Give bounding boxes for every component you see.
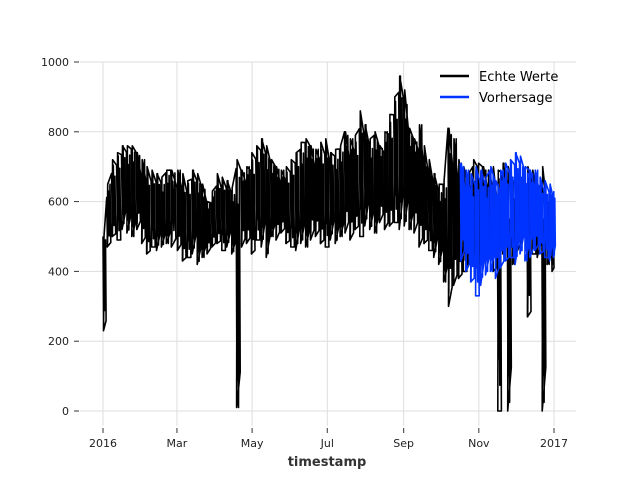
- x-tick-label: Jul: [320, 437, 334, 450]
- legend-label: Echte Werte: [479, 70, 558, 85]
- y-tick-label: 800: [48, 126, 69, 139]
- legend: Echte Werte Vorhersage: [440, 70, 558, 106]
- x-axis-ticks: 2016 Mar May Jul Sep Nov 2017: [89, 428, 568, 450]
- series-vorhersage: [459, 151, 557, 297]
- x-tick-label: 2017: [540, 437, 568, 450]
- y-tick-label: 1000: [41, 56, 69, 69]
- y-tick-label: 200: [48, 335, 69, 348]
- x-tick-label: May: [241, 437, 264, 450]
- x-axis-label: timestamp: [288, 455, 367, 470]
- x-tick-label: 2016: [89, 437, 117, 450]
- series-layer: [102, 75, 557, 412]
- y-axis-ticks: 0 200 400 600 800 1000: [41, 56, 79, 418]
- x-tick-label: Nov: [468, 437, 490, 450]
- y-tick-label: 400: [48, 265, 69, 278]
- x-tick-label: Sep: [393, 437, 414, 450]
- legend-label: Vorhersage: [479, 91, 553, 106]
- series-line: [459, 151, 557, 297]
- x-tick-label: Mar: [167, 437, 188, 450]
- y-tick-label: 0: [62, 405, 69, 418]
- y-tick-label: 600: [48, 196, 69, 209]
